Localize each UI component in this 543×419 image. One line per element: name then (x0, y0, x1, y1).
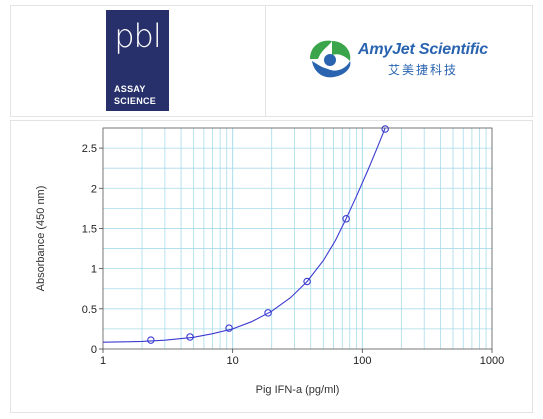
header-divider (265, 6, 266, 116)
y-axis-title: Absorbance (450 nm) (35, 186, 47, 292)
y-tick-label: 2 (91, 183, 97, 195)
x-axis-title: Pig IFN-a (pg/ml) (256, 384, 340, 396)
data-point (381, 125, 389, 133)
amyjet-leaf-icon (310, 40, 351, 78)
data-point (225, 324, 233, 332)
y-tick-label: 1 (91, 264, 97, 276)
data-point (342, 215, 350, 223)
pbl-logo-line1: ASSAY (114, 84, 146, 94)
logo-header (10, 5, 533, 117)
x-tick-label: 1 (100, 355, 106, 367)
data-point (186, 333, 194, 341)
axis-ticks: 1 10 100 1000 0 0.5 1 1.5 2 2.5 (82, 143, 505, 367)
pbl-logo-line2: SCIENCE (114, 96, 157, 106)
fit-curve-line (102, 127, 386, 343)
x-tick-label: 10 (227, 355, 239, 367)
data-point (264, 309, 272, 317)
data-point (303, 277, 311, 286)
data-points (147, 125, 389, 344)
amyjet-brand-chinese: 艾美捷科技 (388, 63, 459, 77)
pbl-assay-science-logo: pbl ASSAY SCIENCE (106, 10, 169, 111)
y-tick-label: 0.5 (82, 304, 97, 316)
amyjet-brand-name: AmyJet Scientific (358, 41, 488, 58)
chart-grid (103, 128, 492, 349)
x-tick-label: 100 (353, 355, 371, 367)
plot-area-border (102, 127, 493, 350)
y-tick-label: 2.5 (82, 143, 97, 155)
x-tick-label: 1000 (480, 355, 504, 367)
data-point (147, 336, 155, 344)
y-tick-label: 0 (91, 344, 97, 356)
pbl-logo-mark: pbl (114, 17, 162, 55)
y-tick-label: 1.5 (82, 223, 97, 235)
